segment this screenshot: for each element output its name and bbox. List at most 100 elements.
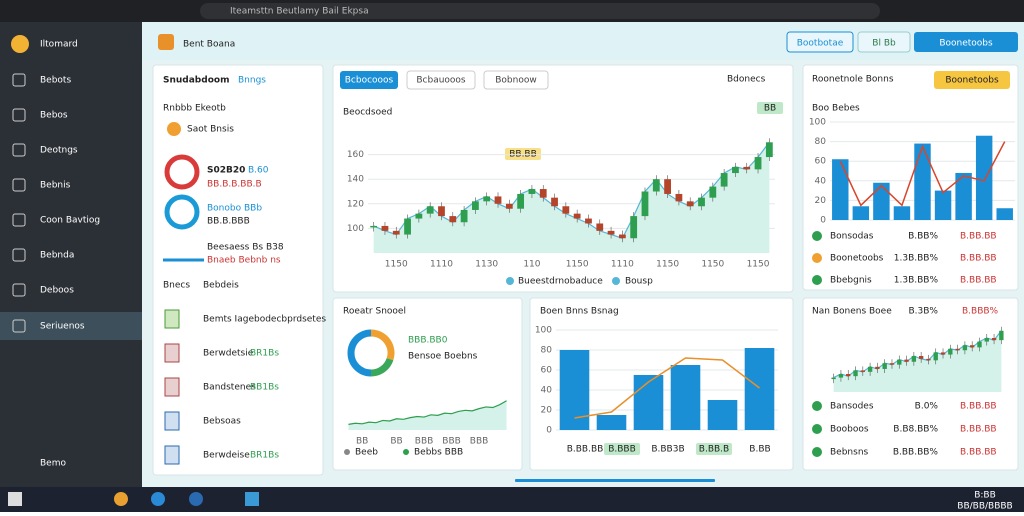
row-icon	[164, 411, 180, 431]
nav-item[interactable]: Seriuenos	[40, 322, 85, 332]
bar	[893, 206, 911, 220]
candle	[381, 225, 389, 231]
button-label[interactable]: Bl Bb	[872, 39, 896, 49]
brand: Iltomard	[40, 40, 78, 50]
panel-title: Boen Bnns Bsnag	[540, 307, 619, 317]
row-label[interactable]: Bebsoas	[203, 417, 241, 427]
badge	[696, 443, 732, 455]
badge-icon	[167, 122, 181, 136]
nav-item[interactable]: Bemo	[40, 459, 66, 469]
bar	[914, 143, 931, 220]
button-label[interactable]: Boonetoobs	[945, 76, 999, 86]
button-label[interactable]: Boonetoobs	[939, 39, 993, 49]
donut-segment	[347, 329, 372, 377]
list-head: Bnecs	[163, 281, 190, 291]
tab-label[interactable]: Bobnoow	[495, 76, 536, 86]
row-icon	[812, 424, 822, 434]
candle	[846, 374, 851, 377]
nav-item[interactable]: Bebnda	[40, 251, 74, 261]
candle	[460, 209, 468, 223]
app-icon[interactable]	[151, 492, 165, 506]
panel-button[interactable]	[934, 71, 1010, 89]
candle	[743, 166, 751, 170]
row-value: B.BB.BB	[960, 402, 997, 412]
nav-item[interactable]: Bebos	[40, 111, 68, 121]
y-tick-label: 80	[541, 346, 553, 356]
donut-segment	[370, 329, 395, 361]
row-label[interactable]: Bemts Iagebodecbprdsetes	[203, 315, 326, 325]
candle	[754, 157, 762, 170]
row-icon	[164, 343, 180, 363]
panel-title: Roeatr Snooel	[343, 307, 406, 317]
app-icon[interactable]	[189, 492, 203, 506]
clock-time: B:BB	[974, 491, 996, 501]
header-button[interactable]	[786, 31, 854, 53]
donut-segment	[370, 357, 394, 377]
candle	[955, 348, 960, 351]
start-button[interactable]	[8, 492, 22, 506]
candle	[962, 345, 968, 351]
callout	[505, 148, 541, 160]
bar	[934, 190, 952, 220]
row-label[interactable]: Berwdetsie	[203, 349, 254, 359]
candle	[709, 186, 717, 198]
kpi-sub: Bensoe Boebns	[408, 352, 478, 362]
panel-subtitle: Boo Bebes	[812, 104, 860, 114]
panel	[802, 64, 1019, 291]
gauge	[164, 154, 200, 190]
gauge-delta: B.60	[248, 166, 269, 176]
y-tick-label: 140	[347, 175, 364, 185]
tab-label[interactable]: Bcbocooos	[345, 76, 394, 86]
candle	[675, 193, 683, 202]
tab-label[interactable]: Bcbauooos	[416, 76, 466, 86]
candle	[875, 366, 880, 369]
candle	[698, 197, 705, 207]
candle	[426, 206, 434, 214]
x-tick-label: BB	[356, 437, 368, 447]
area	[833, 330, 1002, 392]
list-head: Bebdeis	[203, 281, 239, 291]
nav-item[interactable]: Bebots	[40, 76, 71, 86]
app-icon[interactable]	[114, 492, 128, 506]
tab[interactable]	[483, 70, 549, 90]
candle	[573, 213, 581, 219]
candle	[618, 234, 626, 239]
x-tick-label: 1130	[475, 260, 498, 270]
candle	[630, 216, 638, 239]
candle	[528, 189, 536, 194]
legend-label: Beeb	[355, 448, 378, 458]
panel-value: B.BBB%	[962, 307, 999, 317]
tab[interactable]	[340, 71, 398, 89]
candle	[472, 201, 479, 210]
nav-item[interactable]: Deotngs	[40, 146, 78, 156]
nav-item[interactable]: Deboos	[40, 286, 74, 296]
button-label[interactable]: Bootbotae	[797, 39, 844, 49]
row-label[interactable]: Bandstenes	[203, 383, 256, 393]
panel-title: Roonetnole Bonns	[812, 75, 894, 85]
y-tick-label: 80	[815, 137, 827, 147]
gauge	[164, 194, 200, 230]
app-icon[interactable]	[245, 492, 259, 506]
nav-item[interactable]: Coon Bavtiog	[40, 216, 100, 226]
control: Bdonecs	[727, 75, 766, 85]
footer-value: B.BB.B	[699, 445, 729, 455]
y-tick-label: 100	[347, 224, 364, 234]
row-label: Booboos	[830, 425, 869, 435]
row-label[interactable]: Berwdeise	[203, 451, 250, 461]
badge	[604, 443, 640, 455]
x-tick-label: 1150	[385, 260, 408, 270]
row-icon	[812, 447, 822, 457]
legend-swatch	[506, 277, 514, 285]
nav-item[interactable]: Bebnis	[40, 181, 71, 191]
bar	[955, 172, 972, 220]
address-bar[interactable]	[200, 3, 880, 19]
row-icon	[812, 275, 822, 285]
panel-title: Nan Bonens Boee	[812, 307, 892, 317]
legend-label: Bueestdrnobaduce	[518, 277, 603, 287]
bar	[670, 365, 701, 430]
header-button[interactable]	[857, 31, 911, 53]
header-button[interactable]	[914, 32, 1018, 52]
kpi-value: BBB.BB0	[408, 336, 448, 346]
tab[interactable]	[406, 70, 476, 90]
